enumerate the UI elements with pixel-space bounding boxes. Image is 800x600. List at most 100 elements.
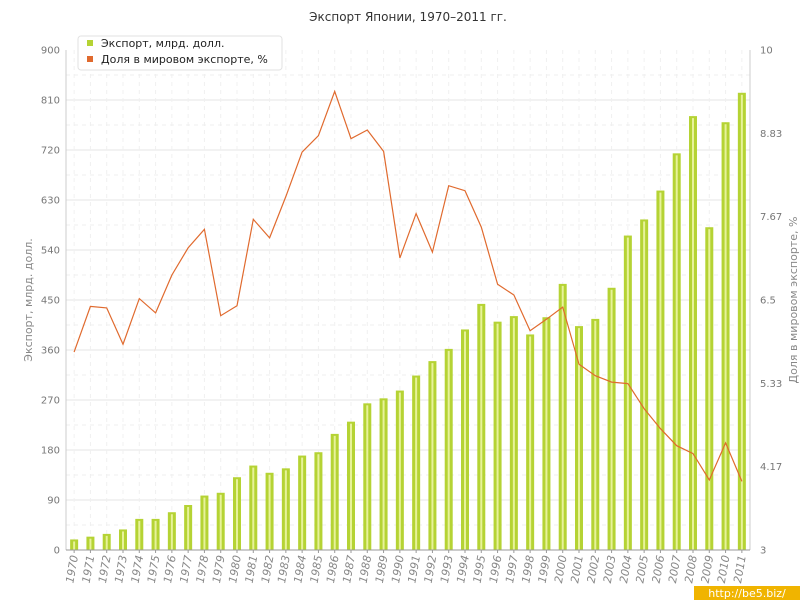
x-tick-label: 2011: [731, 554, 749, 584]
bar-highlight: [708, 229, 711, 550]
x-tick-label: 2010: [715, 554, 733, 584]
bar-highlight: [675, 155, 678, 551]
x-tick-label: 1975: [145, 554, 163, 584]
x-tick-label: 1972: [96, 554, 114, 584]
x-tick-label: 2000: [552, 554, 570, 584]
x-tick-label: 1982: [259, 554, 277, 584]
legend-swatch-share: [87, 56, 93, 62]
bar-highlight: [594, 320, 597, 550]
x-tick-label: 2002: [585, 554, 603, 584]
bar-highlight: [431, 363, 434, 550]
x-tick-label: 1990: [389, 554, 407, 584]
watermark-background: [694, 586, 800, 600]
bar-highlight: [659, 192, 662, 551]
y-tick-label: 720: [41, 146, 60, 157]
x-tick-label: 1989: [373, 554, 391, 584]
y2-tick-label: 8.83: [760, 129, 782, 140]
bar-highlight: [529, 336, 532, 550]
bar-highlight: [692, 118, 694, 550]
x-tick-label: 2008: [682, 554, 700, 584]
x-tick-label: 1980: [226, 554, 244, 584]
x-tick-label: 1985: [308, 554, 326, 584]
chart-title: Экспорт Японии, 1970–2011 гг.: [309, 10, 507, 24]
bar-highlight: [464, 331, 466, 550]
y-tick-label: 900: [41, 46, 60, 57]
x-tick-label: 1988: [357, 554, 375, 584]
x-tick-label: 1977: [177, 554, 195, 584]
x-tick-label: 1978: [194, 554, 212, 584]
x-tick-label: 1979: [210, 554, 228, 584]
bar-highlight: [89, 538, 92, 550]
bar-highlight: [366, 405, 369, 550]
bar-highlight: [122, 531, 124, 550]
legend-swatch-export: [87, 40, 93, 46]
x-tick-label: 1997: [503, 554, 521, 584]
x-tick-label: 2009: [699, 554, 717, 584]
y-tick-label: 540: [41, 246, 60, 257]
bar-highlight: [561, 285, 564, 550]
y-tick-label: 0: [54, 546, 60, 557]
y-tick-label: 90: [47, 496, 60, 507]
watermark-text: http://be5.biz/: [708, 587, 786, 600]
bar-highlight: [643, 221, 646, 550]
x-tick-label: 1970: [63, 554, 81, 584]
legend: Экспорт, млрд. долл. Доля в мировом эксп…: [77, 35, 283, 71]
y2-tick-label: 6.5: [760, 296, 776, 307]
bar-highlight: [740, 94, 743, 551]
bar-highlight: [447, 350, 450, 550]
x-tick-label: 1984: [291, 554, 309, 584]
x-tick-label: 1996: [487, 554, 505, 584]
x-tick-label: 1986: [324, 554, 342, 584]
bar-highlight: [105, 535, 108, 550]
bar-highlight: [73, 541, 76, 550]
bar-highlight: [187, 507, 190, 550]
x-tick-label: 1987: [340, 554, 358, 584]
x-tick-label: 1971: [80, 554, 98, 584]
y-tick-label: 810: [41, 96, 60, 107]
bar-highlight: [219, 494, 222, 550]
bar-highlight: [480, 305, 483, 550]
x-tick-label: 2004: [617, 554, 635, 584]
x-tick-label: 2005: [633, 554, 651, 584]
y2-tick-label: 7.67: [760, 212, 782, 223]
bar-highlight: [724, 124, 727, 550]
x-tick-label: 1999: [536, 554, 554, 584]
watermark: http://be5.biz/: [694, 586, 800, 600]
legend-box: [77, 35, 283, 71]
x-tick-label: 1993: [438, 554, 456, 584]
bar-highlight: [350, 423, 352, 550]
x-tick-label: 1973: [112, 554, 130, 584]
y-tick-label: 630: [41, 196, 60, 207]
bar-highlight: [317, 454, 320, 550]
bar-highlight: [170, 514, 173, 550]
x-axis-ticks: 1970197119721973197419751976197719781979…: [63, 550, 749, 584]
x-tick-label: 1995: [471, 554, 489, 584]
x-tick-label: 1991: [405, 554, 423, 584]
bar-highlight: [610, 289, 613, 550]
bar-highlight: [545, 319, 548, 550]
axes: [65, 50, 751, 551]
x-tick-label: 1992: [422, 554, 440, 584]
legend-label-share: Доля в мировом экспорте, %: [101, 53, 268, 66]
bar-highlight: [301, 457, 304, 550]
bar-highlight: [512, 318, 515, 550]
y-tick-label: 450: [41, 296, 60, 307]
x-tick-label: 1976: [161, 554, 179, 584]
y-axis-label: Экспорт, млрд. долл.: [22, 238, 35, 361]
y-tick-label: 180: [41, 446, 60, 457]
right-axis-ticks: 3 4.17 5.33 6.5 7.67 8.83 10: [760, 46, 782, 557]
bar-highlight: [333, 435, 336, 550]
x-tick-label: 2007: [666, 554, 684, 584]
y-tick-label: 360: [41, 346, 60, 357]
x-tick-label: 2003: [601, 554, 619, 584]
x-tick-label: 2006: [650, 554, 668, 584]
bar-highlight: [203, 497, 206, 550]
y2-tick-label: 5.33: [760, 379, 782, 390]
x-tick-label: 1981: [243, 554, 261, 584]
bar-highlight: [626, 237, 629, 551]
export-bars: [70, 92, 746, 551]
y2-tick-label: 3: [760, 546, 766, 557]
y2-tick-label: 10: [760, 46, 773, 57]
share-line-path: [73, 89, 743, 482]
